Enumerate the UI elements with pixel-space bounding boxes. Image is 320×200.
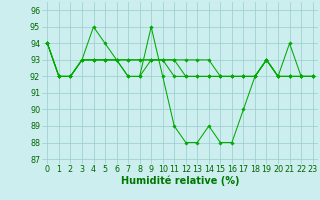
X-axis label: Humidité relative (%): Humidité relative (%) [121, 176, 239, 186]
